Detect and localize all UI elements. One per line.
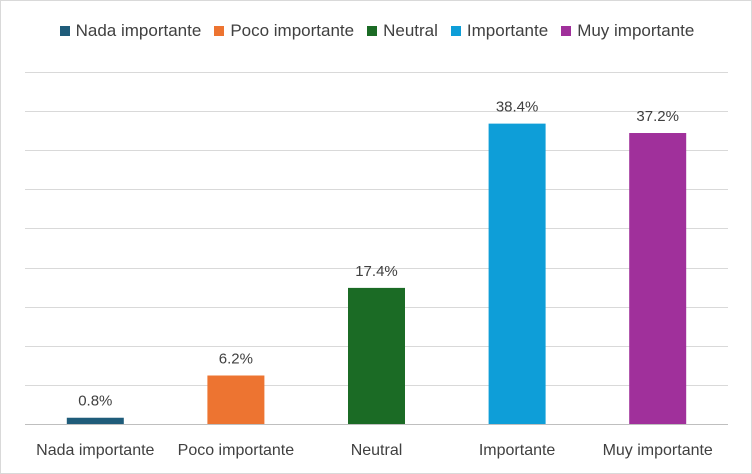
- data-label: 6.2%: [219, 351, 253, 368]
- bar: [207, 375, 265, 424]
- legend-swatch: [450, 26, 461, 36]
- legend-label: Neutral: [383, 21, 438, 40]
- x-tick-label: Poco importante: [178, 442, 295, 459]
- bar: [66, 417, 124, 424]
- legend-swatch: [59, 26, 70, 36]
- chart-legend: Nada importante Poco importante Neutral Imp…: [1, 21, 752, 41]
- legend-label: Poco importante: [230, 21, 355, 40]
- legend-swatch: [214, 26, 225, 36]
- bar: [348, 287, 405, 424]
- x-tick-label: Nada importante: [36, 442, 154, 459]
- legend-swatch: [561, 26, 572, 36]
- data-label: 0.8%: [78, 393, 112, 410]
- legend-item: Poco importante: [214, 21, 354, 41]
- bar: [629, 133, 687, 424]
- legend-item: Neutral: [367, 21, 438, 41]
- legend-item: Muy importante: [561, 21, 694, 41]
- x-tick-label: Neutral: [351, 442, 403, 459]
- x-tick-label: Muy importante: [603, 442, 713, 459]
- legend-label: Importante: [466, 21, 549, 40]
- legend-item: Importante: [450, 21, 549, 41]
- legend-item: Nada importante: [59, 21, 202, 41]
- bar: [488, 123, 546, 425]
- data-label: 37.2%: [636, 108, 679, 125]
- data-label: 38.4%: [496, 99, 539, 116]
- legend-swatch: [367, 26, 378, 36]
- legend-label: Nada importante: [75, 21, 202, 40]
- legend-label: Muy importante: [577, 21, 695, 40]
- x-tick-label: Importante: [479, 442, 556, 459]
- data-label: 17.4%: [355, 263, 398, 280]
